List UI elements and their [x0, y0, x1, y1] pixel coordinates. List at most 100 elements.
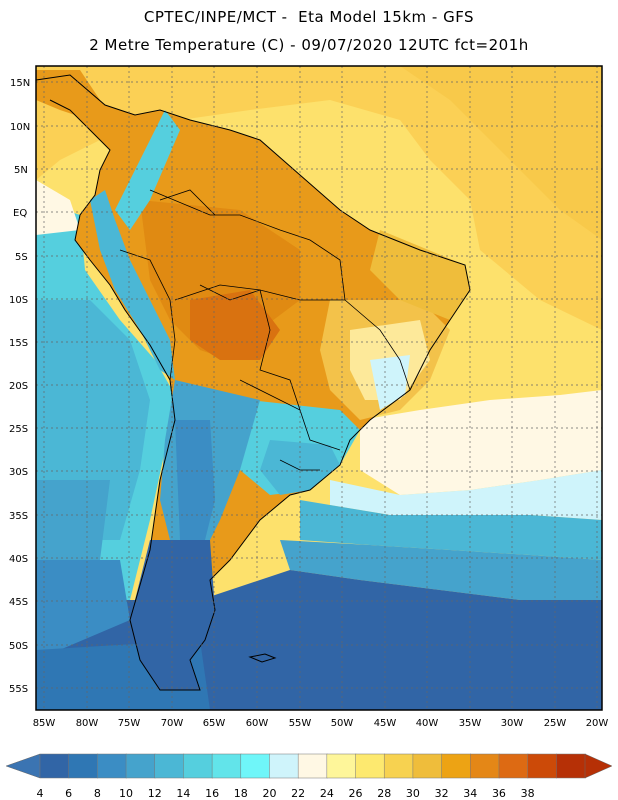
colorbar-label: 8	[94, 787, 101, 800]
border-brazil-states	[344, 299, 411, 391]
colorbar-label: 22	[291, 787, 305, 800]
lat-label: 45S	[9, 597, 28, 608]
highlands-cool	[370, 355, 410, 410]
colorbar-label: 34	[463, 787, 477, 800]
latitude-labels: 15N 10N 5N EQ 5S 10S 15S 20S 25S 30S 35S…	[9, 78, 30, 695]
lon-label: 50W	[331, 718, 354, 729]
lon-label: 40W	[416, 718, 439, 729]
lat-label: 25S	[9, 424, 28, 435]
lon-label: 80W	[76, 718, 99, 729]
andes-cold	[175, 420, 215, 560]
lon-label: 70W	[161, 718, 184, 729]
colorbar-swatch	[97, 753, 127, 779]
colorbar-label: 28	[377, 787, 391, 800]
lon-label: 45W	[374, 718, 397, 729]
lat-label: 35S	[9, 511, 28, 522]
colorbar-label: 12	[148, 787, 162, 800]
colorbar-swatch	[211, 753, 242, 779]
colorbar-label: 14	[176, 787, 190, 800]
lon-label: 85W	[33, 718, 56, 729]
andes-north-cool	[90, 190, 175, 380]
lat-label: 10S	[9, 295, 28, 306]
lon-label: 60W	[246, 718, 269, 729]
ocean-pacific-8	[36, 560, 130, 660]
ocean-pacific-10	[36, 480, 110, 560]
colorbar-label: 10	[119, 787, 133, 800]
colorbar-swatch	[355, 753, 385, 779]
colorbar: 4 6 8 10 12 14 16 18 20 22 24 26 28 30 32 34 36 38	[5, 753, 613, 800]
lon-label: 35W	[459, 718, 482, 729]
colorbar-label: 32	[435, 787, 449, 800]
chaco-hot-core	[190, 290, 280, 360]
central-america	[36, 70, 100, 120]
colorbar-swatch	[383, 753, 414, 779]
colorbar-swatch	[556, 753, 586, 779]
lon-label: 75W	[118, 718, 141, 729]
ocean-band-warm	[36, 66, 602, 330]
graticule	[36, 66, 602, 710]
longitude-labels: 85W 80W 75W 70W 65W 60W 55W 50W 45W 40W …	[33, 718, 609, 729]
border-colombia	[159, 189, 216, 216]
lat-label: 15S	[9, 338, 28, 349]
lon-label: 25W	[544, 718, 567, 729]
lat-label: 40S	[9, 554, 28, 565]
border-bolivia	[174, 284, 301, 411]
border-peru	[119, 249, 176, 381]
colorbar-swatch	[125, 753, 156, 779]
border-paraguay	[239, 379, 341, 451]
ocean-band-22	[360, 390, 602, 495]
title-line-2: 2 Metre Temperature (C) - 09/07/2020 12U…	[89, 36, 529, 54]
northeast-warm	[370, 230, 470, 320]
colorbar-label: 4	[37, 787, 44, 800]
colorbar-label: 6	[65, 787, 72, 800]
lat-label: 15N	[10, 78, 30, 89]
border-brazil-north	[149, 189, 346, 301]
colorbar-swatch	[441, 753, 472, 779]
colorbar-label: 38	[521, 787, 535, 800]
colorbar-label: 30	[406, 787, 420, 800]
patagonia-cold	[130, 540, 215, 690]
ocean-band-warm-east	[400, 66, 602, 240]
andes-colombia-cool	[115, 110, 180, 230]
lat-label: EQ	[13, 208, 27, 219]
colorbar-swatch	[154, 753, 185, 779]
colorbar-swatch	[269, 753, 299, 779]
colorbar-swatch	[527, 753, 558, 779]
colorbar-label: 18	[234, 787, 248, 800]
lat-label: 5N	[14, 165, 28, 176]
colorbar-swatch	[39, 753, 70, 779]
colorbar-label: 26	[349, 787, 363, 800]
colorbar-swatch	[297, 753, 328, 779]
map-frame	[35, 65, 603, 711]
lon-label: 55W	[289, 718, 312, 729]
lat-label: 30S	[9, 467, 28, 478]
lat-label: 5S	[15, 252, 28, 263]
colorbar-label: 16	[205, 787, 219, 800]
colorbar-swatch	[470, 753, 500, 779]
colorbar-label: 20	[262, 787, 276, 800]
colorbar-swatch	[240, 753, 271, 779]
colorbar-swatch	[183, 753, 213, 779]
colorbar-label: 36	[492, 787, 506, 800]
border-uruguay	[279, 459, 320, 471]
lon-label: 20W	[586, 718, 609, 729]
falkland-islands	[248, 653, 277, 663]
ocean-pacific-22	[36, 180, 80, 235]
lon-label: 65W	[203, 718, 226, 729]
lon-label: 30W	[501, 718, 524, 729]
colorbar-swatch	[412, 753, 443, 779]
ocean-band-20	[330, 470, 602, 520]
map-field	[36, 66, 602, 710]
lat-label: 10N	[10, 122, 30, 133]
title-line-1: CPTEC/INPE/MCT - Eta Model 15km - GFS	[143, 8, 475, 26]
colorbar-right-arrow	[584, 753, 613, 779]
lat-label: 50S	[9, 641, 28, 652]
colorbar-left-arrow	[5, 753, 41, 779]
ocean-band-10	[280, 540, 602, 600]
colorbar-swatch	[498, 753, 529, 779]
coastline	[36, 74, 471, 691]
lat-label: 55S	[9, 684, 28, 695]
colorbar-swatch	[68, 753, 99, 779]
colorbar-label: 24	[320, 787, 334, 800]
